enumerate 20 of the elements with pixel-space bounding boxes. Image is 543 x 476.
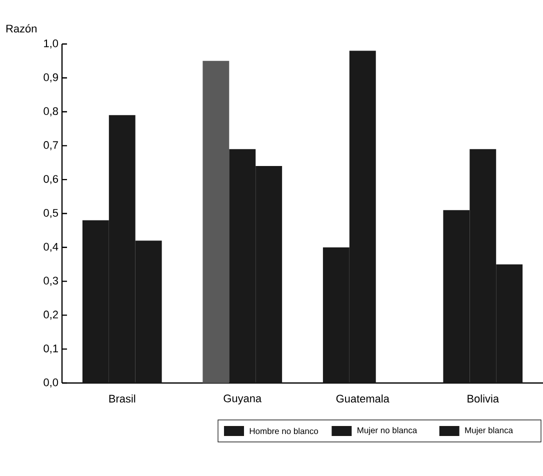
y-tick-label: 0,9 [44,73,58,82]
y-axis-title: Razón [6,24,36,32]
y-tick-label: 0,0 [44,378,58,388]
x-tick-label: Guatemala [336,394,390,403]
bar [202,60,230,383]
y-tick-label: 0,8 [44,107,58,116]
y-tick-label: 0,1 [44,344,58,354]
y-tick-label: 0,6 [44,175,58,184]
legend-label: Hombre no blanco [250,428,318,434]
legend-label: Mujer no blanca [358,427,418,435]
y-tick-label: 0,5 [44,208,58,218]
y-tick-label: 1,0 [44,39,58,49]
x-tick-label: Guyana [224,394,262,404]
x-tick-label: Bolivia [468,394,500,403]
y-tick-label: 0,7 [44,141,58,150]
legend-label: Mujer blanca [465,427,513,435]
x-tick-label: Brasil [109,394,136,403]
y-tick-label: 0,3 [44,276,58,286]
y-tick-label: 0,4 [44,242,58,252]
y-tick-label: 0,2 [44,310,58,320]
